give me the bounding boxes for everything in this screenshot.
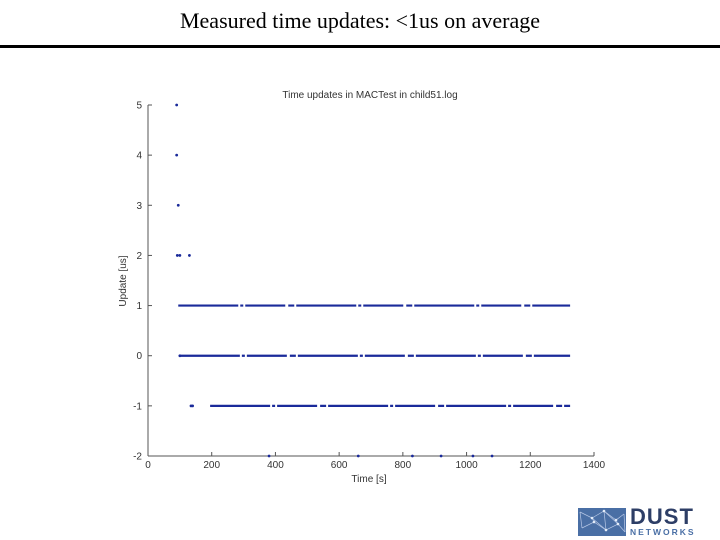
data-point [471,454,475,458]
x-tick-label: 800 [395,460,412,471]
title-divider [0,45,720,48]
data-point [175,254,179,257]
logo-mesh-icon [578,508,626,536]
data-point [267,454,271,458]
x-tick-label: 1400 [583,460,606,471]
slide-title: Measured time updates: <1us on average [179,8,540,33]
data-point [411,454,414,458]
company-logo: DUST NETWORKS [578,504,718,538]
data-point [188,254,191,257]
x-tick-label: 0 [145,460,151,471]
logo-tagline: NETWORKS [630,527,696,537]
data-point [178,254,182,257]
data-point [175,103,179,107]
y-tick-label: 1 [136,301,142,312]
data-point [178,354,182,358]
y-tick-label: 2 [136,251,142,262]
data-marks [175,103,571,458]
data-point [176,203,180,207]
plot-axes: 0 200 400 600 800 1000 1200 1400 -2 -1 0 1 2 3 4 5 [133,101,605,472]
x-tick-label: 1200 [519,460,542,471]
data-point [191,404,195,408]
chart-title: Time updates in MACTest in child51.log [282,90,457,101]
y-tick-label: 4 [136,151,142,162]
y-tick-label: 3 [136,201,142,212]
x-tick-label: 400 [267,460,284,471]
y-tick-label: 0 [136,351,142,362]
data-point [439,454,443,458]
data-point [175,153,179,157]
y-tick-label: -2 [133,452,142,463]
logo-wordmark: DUST [630,504,694,529]
data-point [490,454,494,458]
y-tick-label: -1 [133,401,142,412]
x-tick-label: 1000 [455,460,478,471]
data-point [356,454,360,458]
y-tick-label: 5 [136,101,142,112]
y-axis-label: Update [us] [118,255,129,306]
x-tick-label: 600 [331,460,348,471]
x-tick-label: 200 [203,460,220,471]
x-axis-label: Time [s] [351,474,386,485]
